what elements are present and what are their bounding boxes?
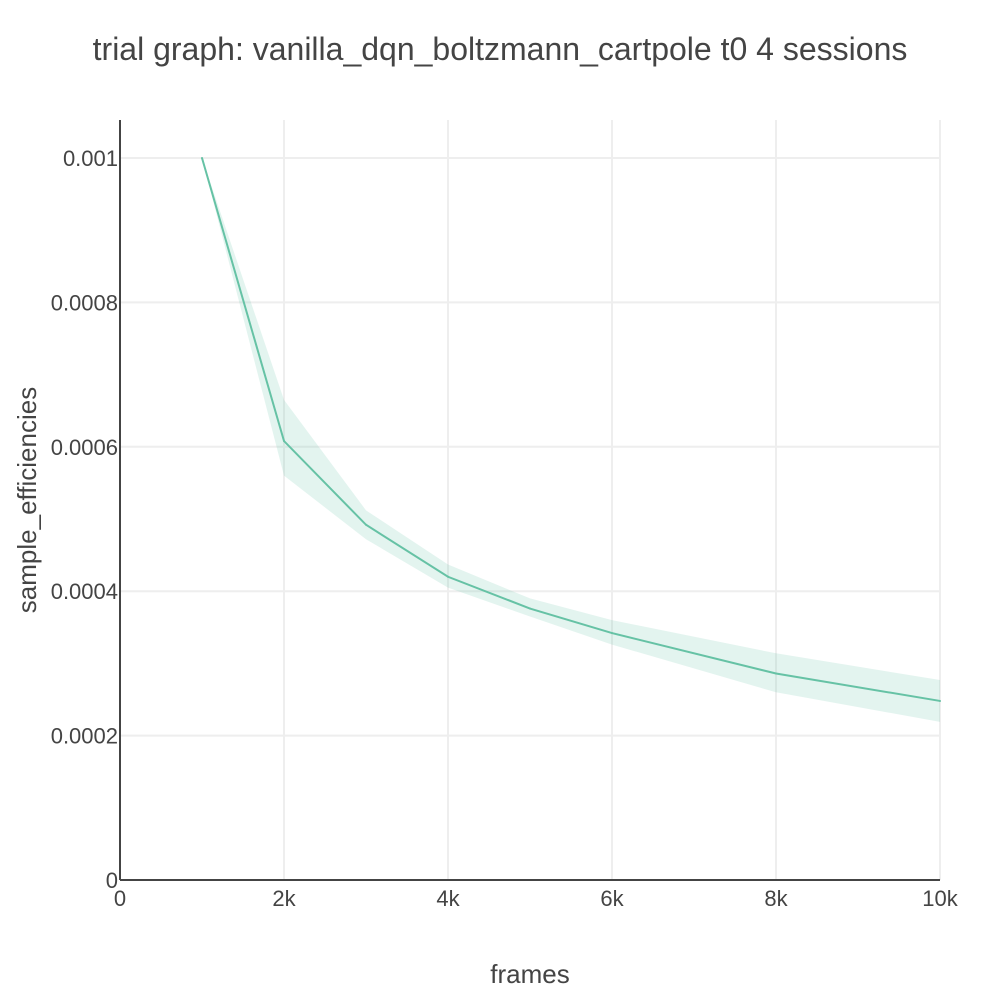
y-tick-label: 0 — [106, 868, 118, 893]
y-tick-label: 0.0004 — [51, 579, 118, 604]
x-tick-label: 10k — [922, 886, 958, 911]
y-axis-title: sample_efficiencies — [12, 387, 42, 613]
y-tick-label: 0.001 — [63, 146, 118, 171]
data-point — [365, 523, 367, 526]
grid — [120, 120, 941, 880]
confidence-band-area — [202, 158, 940, 722]
axes — [119, 120, 940, 881]
data-point — [611, 632, 613, 635]
tick-labels: 0 2k 4k 6k 8k 10k 0 0.0002 0.0004 0.0006 0.0008 0.0… — [51, 146, 959, 911]
x-axis-title: frames — [490, 959, 569, 989]
x-tick-label: 6k — [600, 886, 624, 911]
series-line — [201, 157, 941, 702]
y-tick-label: 0.0002 — [51, 724, 118, 749]
confidence-band — [202, 158, 940, 722]
data-point — [447, 575, 449, 578]
chart-title: trial graph: vanilla_dqn_boltzmann_cartp… — [93, 31, 908, 67]
y-tick-label: 0.0006 — [51, 435, 118, 460]
data-point — [529, 607, 531, 610]
data-point — [939, 699, 941, 702]
data-point — [201, 157, 203, 159]
x-tick-label: 4k — [436, 886, 460, 911]
x-tick-label: 2k — [272, 886, 296, 911]
x-tick-label: 8k — [764, 886, 788, 911]
y-tick-label: 0.0008 — [51, 290, 118, 315]
x-tick-label: 0 — [114, 886, 126, 911]
data-point — [775, 672, 777, 675]
data-point — [283, 440, 285, 443]
series-lines — [201, 157, 941, 702]
